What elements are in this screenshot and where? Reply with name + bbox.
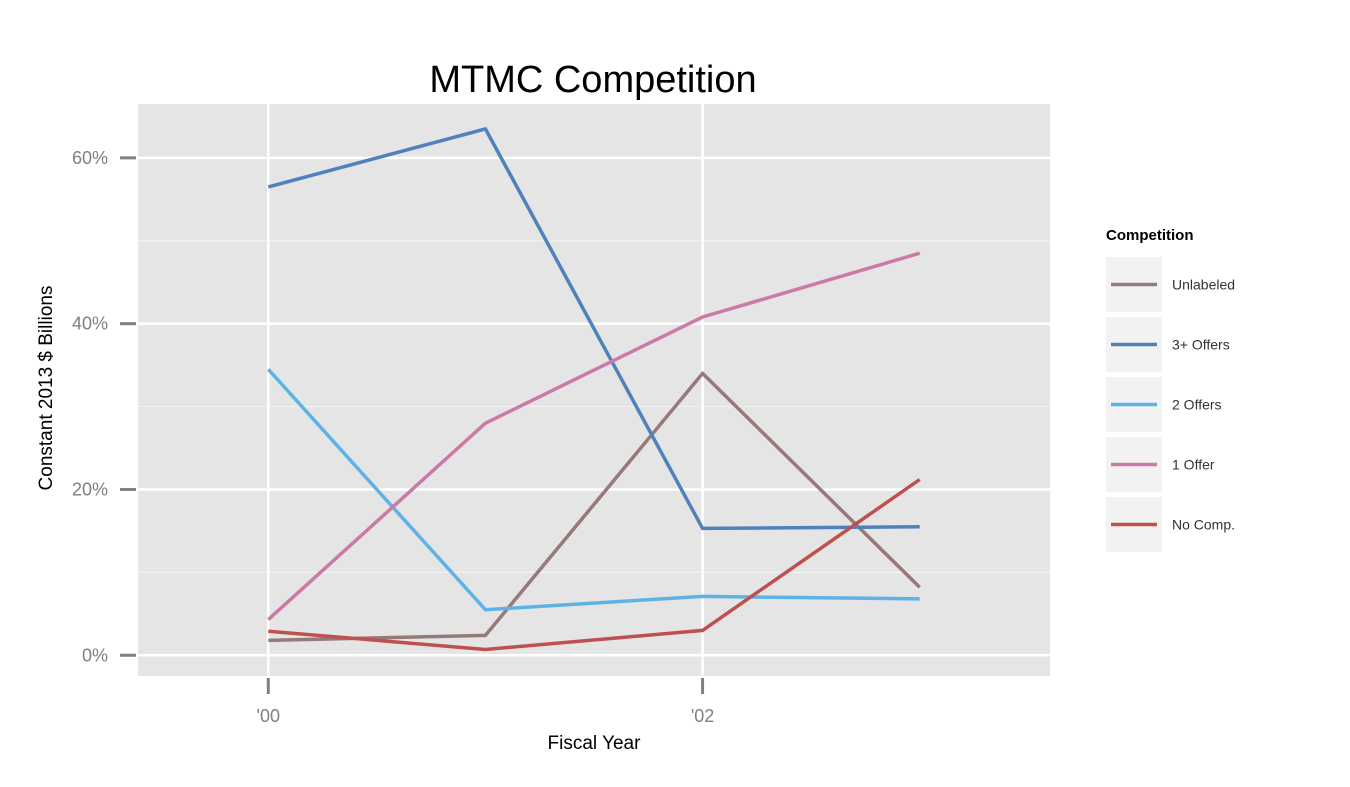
legend: Competition Unlabeled 3+ Offers 2 Offers 1 … (1106, 227, 1235, 552)
y-tick-label: 60% (72, 148, 108, 168)
grid-lines (138, 104, 1050, 676)
x-axis-title: Fiscal Year (548, 733, 642, 754)
x-tick-label: '00 (257, 706, 280, 726)
legend-title: Competition (1106, 227, 1194, 244)
series-line-no-comp (268, 478, 921, 652)
legend-item-no-comp: No Comp. (1106, 497, 1235, 552)
series-line-unlabeled (268, 370, 921, 643)
legend-item-1-offer: 1 Offer (1106, 437, 1215, 492)
legend-label: 1 Offer (1172, 457, 1215, 473)
y-axis: 0% 20% 40% 60% (72, 148, 136, 665)
series-line-1-offer (267, 251, 921, 621)
chart-title: MTMC Competition (429, 59, 756, 101)
x-tick-label: '02 (691, 706, 714, 726)
series-line-3-offers (267, 126, 920, 531)
legend-item-3-offers: 3+ Offers (1106, 317, 1230, 372)
y-tick-label: 40% (72, 314, 108, 334)
legend-item-unlabeled: Unlabeled (1106, 257, 1235, 312)
legend-label: Unlabeled (1172, 277, 1235, 293)
legend-label: 3+ Offers (1172, 337, 1230, 353)
series-lines (267, 126, 921, 652)
legend-item-2-offers: 2 Offers (1106, 377, 1222, 432)
plot-panel (138, 104, 1050, 676)
y-axis-title: Constant 2013 $ Billions (36, 286, 57, 491)
legend-label: 2 Offers (1172, 397, 1222, 413)
x-axis: '00 '02 (257, 678, 714, 726)
series-line-2-offers (267, 368, 920, 612)
y-tick-label: 0% (82, 645, 108, 665)
y-tick-label: 20% (72, 479, 108, 499)
legend-label: No Comp. (1172, 517, 1235, 533)
